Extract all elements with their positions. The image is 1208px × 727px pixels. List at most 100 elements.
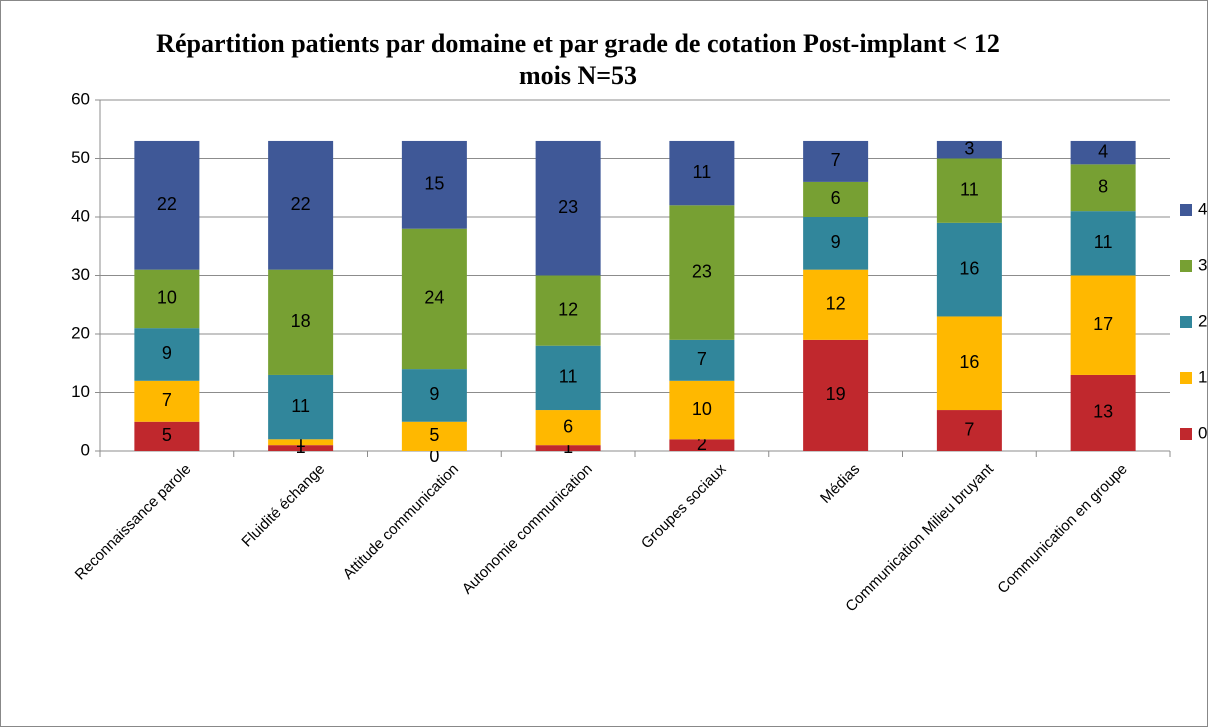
- data-label: 22: [291, 194, 311, 214]
- bar-segment: [134, 140, 200, 270]
- bar-segment: [401, 140, 467, 229]
- data-label: 17: [1093, 314, 1113, 334]
- bar-segment: [535, 445, 601, 451]
- data-label: 2: [697, 434, 707, 454]
- bar-segment: [1070, 211, 1136, 276]
- data-label: 16: [959, 352, 979, 372]
- bar-segment: [669, 439, 735, 451]
- y-tick-label: 60: [71, 89, 90, 108]
- bar-segment: [669, 380, 735, 440]
- bar-segment: [134, 380, 200, 422]
- legend-label: 0: [1198, 423, 1207, 442]
- legend-label: 2: [1198, 311, 1207, 330]
- bar-segment: [803, 217, 869, 270]
- data-label: 7: [964, 419, 974, 439]
- legend-label: 3: [1198, 255, 1207, 274]
- bar-segment: [936, 410, 1002, 451]
- bar-segment: [401, 369, 467, 422]
- bar-segment: [134, 328, 200, 381]
- data-label: 23: [692, 261, 712, 281]
- data-label: 11: [291, 396, 310, 416]
- y-tick-label: 30: [71, 265, 90, 284]
- bar-segment: [134, 421, 200, 451]
- legend-label: 1: [1198, 367, 1207, 386]
- bar-segment: [535, 275, 601, 346]
- y-tick-label: 10: [71, 382, 90, 401]
- bar-segment: [936, 140, 1002, 159]
- bar-segment: [669, 339, 735, 381]
- data-label: 3: [964, 138, 974, 158]
- data-label: 7: [697, 349, 707, 369]
- bar-segment: [936, 316, 1002, 411]
- bar-segment: [268, 439, 334, 446]
- chart-title: Répartition patients par domaine et par …: [156, 29, 1000, 90]
- data-label: 13: [1093, 402, 1113, 422]
- y-tick-label: 40: [71, 206, 90, 225]
- bar-segment: [401, 421, 467, 451]
- data-label: 8: [1098, 177, 1108, 197]
- data-label: 1: [563, 437, 573, 457]
- data-label: 1: [296, 431, 306, 451]
- data-label: 9: [831, 232, 841, 252]
- legend-swatch: [1180, 372, 1192, 384]
- bar-segment: [1070, 374, 1136, 451]
- bar-segment: [803, 269, 869, 340]
- bar-segment: [803, 181, 869, 217]
- bar-segment: [134, 269, 200, 329]
- data-label: 11: [1094, 232, 1113, 252]
- bar-segment: [268, 374, 334, 440]
- bar-segment: [1070, 140, 1136, 165]
- legend-label: 4: [1198, 199, 1207, 218]
- bar-segment: [669, 205, 735, 340]
- bar-segment: [803, 140, 869, 182]
- data-label: 5: [162, 425, 172, 445]
- legend-swatch: [1180, 316, 1192, 328]
- data-label: 11: [693, 162, 712, 182]
- bar-segment: [1070, 164, 1136, 212]
- data-label: 22: [157, 194, 177, 214]
- bar-segment: [1070, 275, 1136, 375]
- bar-segment: [535, 140, 601, 276]
- data-label: 19: [826, 384, 846, 404]
- data-label: 12: [558, 299, 578, 319]
- data-label: 1: [296, 437, 306, 457]
- legend-swatch: [1180, 204, 1192, 216]
- y-tick-label: 50: [71, 148, 90, 167]
- data-label: 11: [960, 179, 979, 199]
- bar-segment: [535, 345, 601, 411]
- data-label: 9: [162, 343, 172, 363]
- bar-segment: [936, 158, 1002, 223]
- data-label: 12: [826, 294, 846, 314]
- data-label: 23: [558, 197, 578, 217]
- bar-segment: [401, 228, 467, 370]
- y-tick-label: 20: [71, 323, 90, 342]
- data-label: 18: [291, 311, 311, 331]
- bar-segment: [268, 445, 334, 451]
- data-label: 7: [831, 150, 841, 170]
- bar-segment: [669, 140, 735, 206]
- data-label: 24: [424, 288, 444, 308]
- data-label: 11: [559, 367, 578, 387]
- data-label: 4: [1098, 141, 1108, 161]
- data-label: 5: [429, 425, 439, 445]
- data-label: 10: [692, 399, 712, 419]
- bar-segment: [535, 410, 601, 446]
- bar-segment: [268, 269, 334, 375]
- legend-swatch: [1180, 260, 1192, 272]
- data-label: 7: [162, 390, 172, 410]
- data-label: 0: [429, 446, 439, 466]
- data-label: 6: [831, 188, 841, 208]
- y-tick-label: 0: [81, 440, 90, 459]
- bar-segment: [268, 140, 334, 270]
- data-label: 10: [157, 288, 177, 308]
- bar-segment: [803, 339, 869, 451]
- data-label: 16: [959, 258, 979, 278]
- data-label: 9: [429, 384, 439, 404]
- data-label: 6: [563, 416, 573, 436]
- data-label: 15: [424, 174, 444, 194]
- legend-swatch: [1180, 428, 1192, 440]
- bar-segment: [936, 222, 1002, 317]
